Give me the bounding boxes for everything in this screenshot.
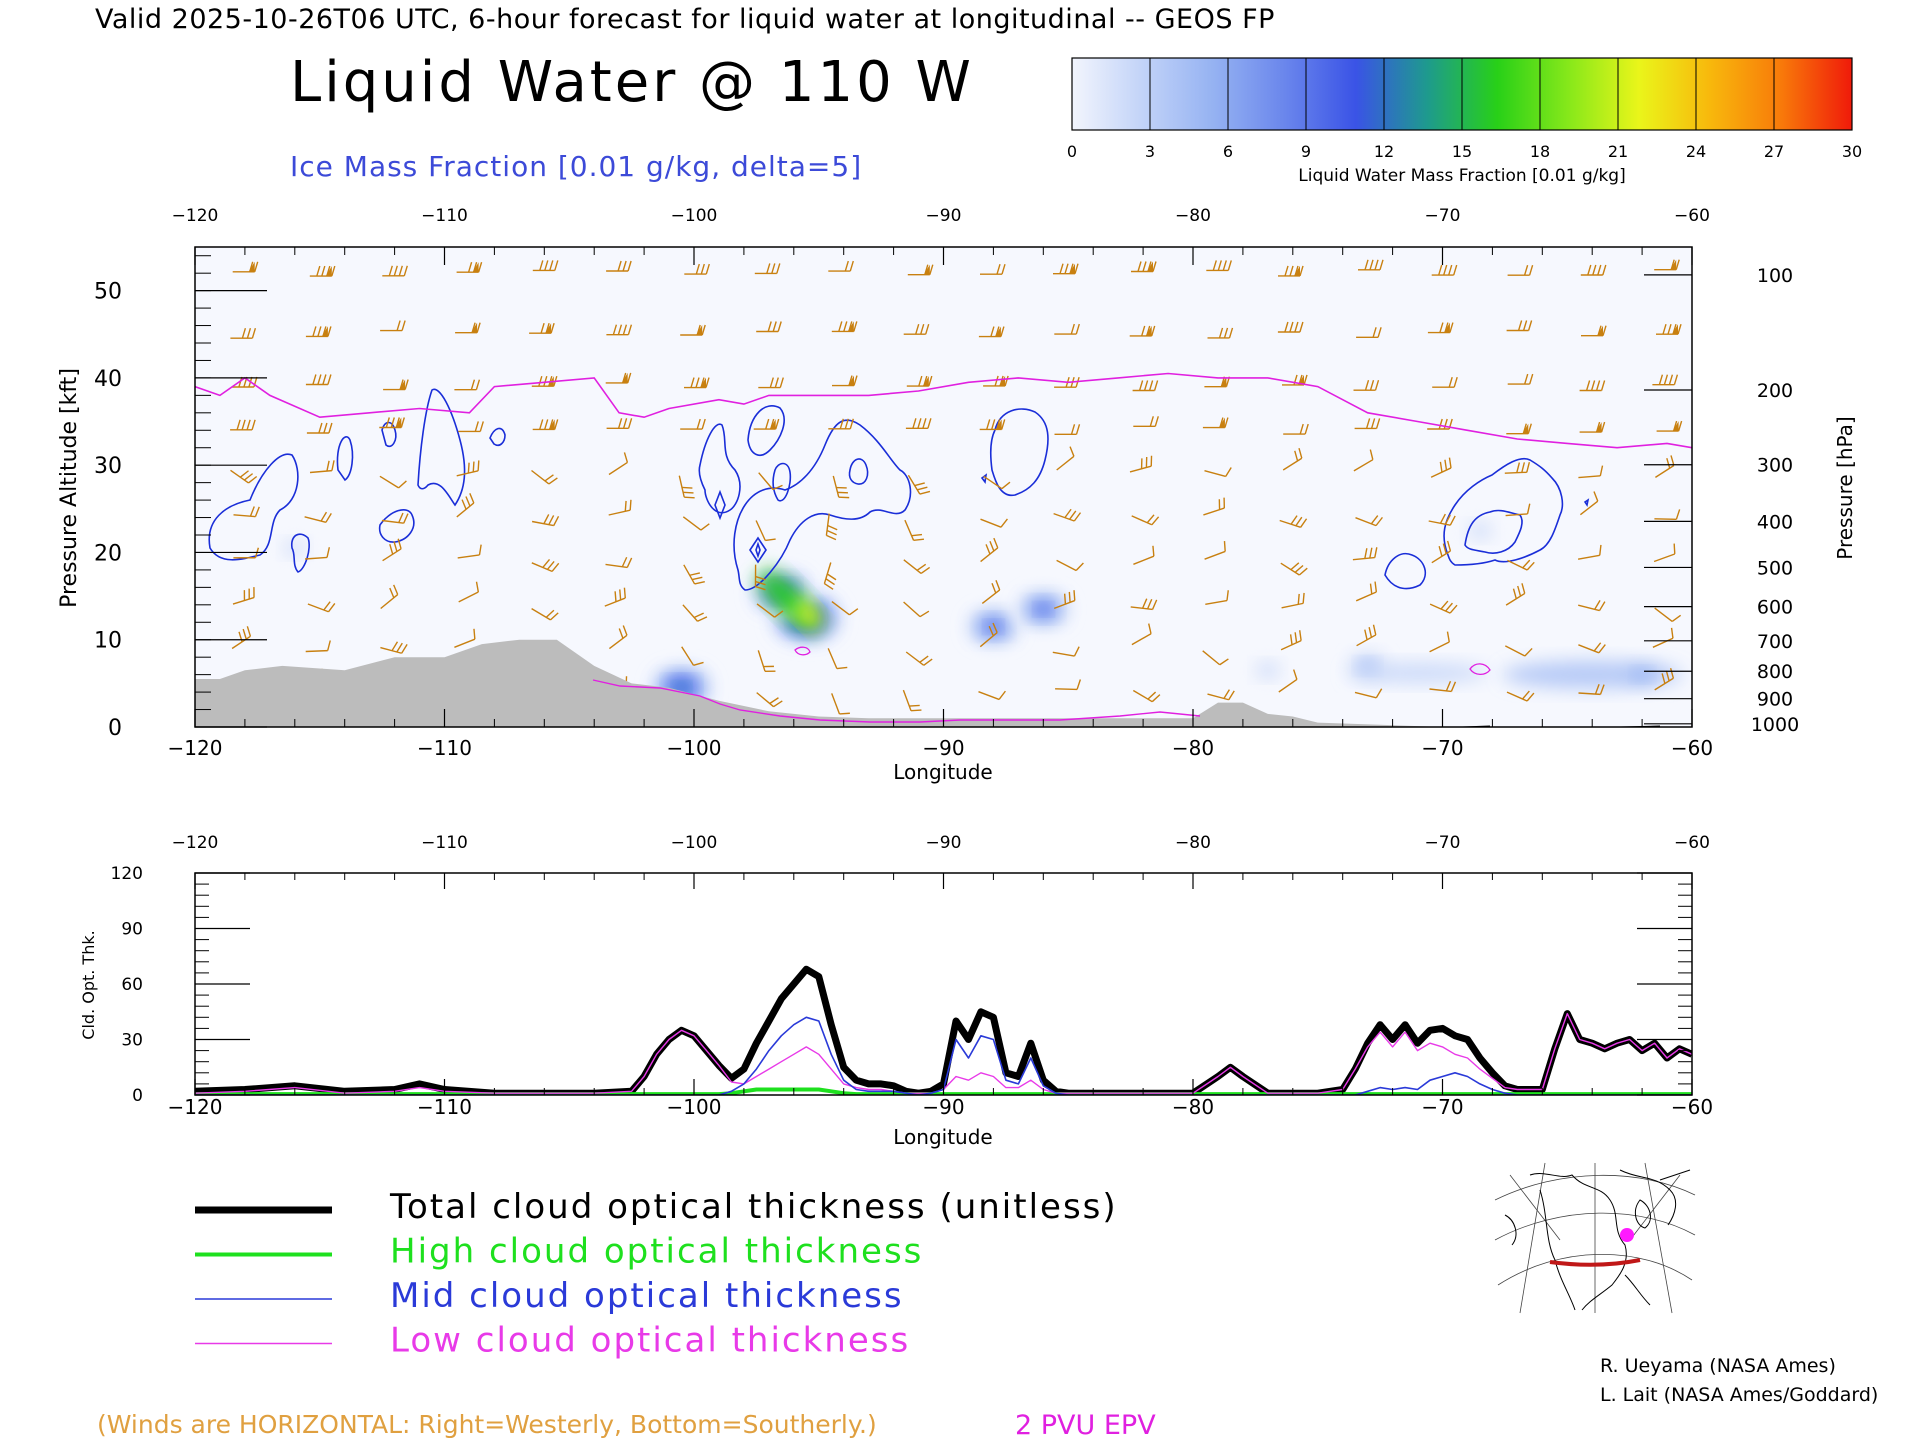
colorbar-tick-label: 27 xyxy=(1764,142,1784,161)
x-tick-label: −60 xyxy=(1671,736,1713,760)
credit-author-1: R. Ueyama (NASA Ames) xyxy=(1600,1355,1836,1377)
cross-section-right-axis-label: Pressure [hPa] xyxy=(1833,416,1857,559)
top-x-tick-label: −80 xyxy=(1175,833,1211,853)
top-x-tick-label: −120 xyxy=(172,206,219,226)
x-tick-label: −110 xyxy=(417,736,472,760)
wind-barb-shaft xyxy=(306,651,328,652)
liquid-water-band xyxy=(1502,661,1682,689)
wind-barb-shaft xyxy=(1505,472,1527,473)
colorbar-tick-label: 12 xyxy=(1374,142,1394,161)
top-x-tick-label: −110 xyxy=(421,206,468,226)
y-tick-label: 0 xyxy=(132,1086,143,1106)
liquid-water-blob xyxy=(285,541,304,555)
pressure-tick-label: 300 xyxy=(1757,455,1793,477)
legend-label: High cloud optical thickness xyxy=(390,1232,923,1272)
y-tick-label: 30 xyxy=(94,454,122,479)
optical-thickness-axis-labels: −120 −120 −110 −110 −100 −100 −90 −90 −80 −80 −70 −… xyxy=(111,833,1714,1119)
cross-section-left-axis-label: Pressure Altitude [kft] xyxy=(57,368,82,608)
optical-thickness-series xyxy=(195,969,1692,1093)
top-x-tick-label: −70 xyxy=(1425,206,1461,226)
x-tick-label: −100 xyxy=(667,736,722,760)
cross-section-panel: −120 −120 −110 −110 −100 −100 −90 −90 −80 −80 −70 −… xyxy=(57,206,1857,784)
x-tick-label: −60 xyxy=(1671,1095,1713,1119)
optical-thickness-ticks xyxy=(195,873,1692,1095)
x-tick-label: −110 xyxy=(417,1095,472,1119)
colorbar-tick-label: 6 xyxy=(1223,142,1233,161)
legend-label: Total cloud optical thickness (unitless) xyxy=(389,1187,1118,1227)
wind-barb-shaft xyxy=(1654,519,1676,520)
pressure-tick-label: 900 xyxy=(1757,689,1793,711)
top-x-tick-label: −80 xyxy=(1175,206,1211,226)
optical-thickness-panel: −120 −120 −110 −110 −100 −100 −90 −90 −80 −80 −70 −… xyxy=(79,833,1713,1149)
legend: Total cloud optical thickness (unitless)… xyxy=(195,1187,1118,1361)
top-x-tick-label: −60 xyxy=(1674,206,1710,226)
pressure-tick-label: 400 xyxy=(1757,511,1793,533)
optical-thickness-y-axis-label: Cld. Opt. Thk. xyxy=(79,930,98,1039)
cross-section-x-axis-label: Longitude xyxy=(893,760,992,784)
pressure-tick-label: 1000 xyxy=(1751,714,1799,736)
colorbar-tick-label: 0 xyxy=(1067,142,1077,161)
location-marker xyxy=(1620,1228,1634,1242)
pressure-tick-label: 800 xyxy=(1757,661,1793,683)
pressure-tick-label: 500 xyxy=(1757,557,1793,579)
liquid-water-blob xyxy=(1258,663,1279,678)
top-x-tick-label: −70 xyxy=(1425,833,1461,853)
x-tick-label: −90 xyxy=(922,1095,964,1119)
x-tick-label: −100 xyxy=(667,1095,722,1119)
y-tick-label: 120 xyxy=(111,864,143,884)
y-tick-label: 50 xyxy=(94,280,122,305)
optical-thickness-x-axis-label: Longitude xyxy=(893,1125,992,1149)
y-tick-label: 0 xyxy=(108,716,122,741)
optical-thickness-curves xyxy=(195,969,1692,1095)
colorbar-tick-label: 3 xyxy=(1145,142,1155,161)
top-x-tick-label: −100 xyxy=(671,206,718,226)
colorbar-tick-label: 18 xyxy=(1530,142,1550,161)
liquid-water-blob xyxy=(1470,523,1491,538)
y-tick-label: 60 xyxy=(121,975,143,995)
y-tick-label: 20 xyxy=(94,541,122,566)
optical-thickness-frame xyxy=(195,873,1692,1095)
x-tick-label: −90 xyxy=(922,736,964,760)
y-tick-label: 10 xyxy=(94,629,122,654)
wind-barb-shaft xyxy=(1055,689,1077,690)
y-tick-label: 30 xyxy=(121,1031,143,1051)
x-tick-label: −70 xyxy=(1421,1095,1463,1119)
colorbar: 0 3 6 9 12 15 18 21 24 27 30 Liquid Water Mass Frac… xyxy=(1067,58,1862,186)
x-tick-label: −80 xyxy=(1172,1095,1214,1119)
top-x-tick-label: −60 xyxy=(1674,833,1710,853)
x-tick-label: −120 xyxy=(168,1095,223,1119)
pressure-tick-label: 200 xyxy=(1757,380,1793,402)
legend-label: Mid cloud optical thickness xyxy=(390,1276,904,1316)
liquid-water-blob xyxy=(1037,605,1049,613)
colorbar-tick-label: 15 xyxy=(1452,142,1472,161)
pressure-tick-label: 700 xyxy=(1757,631,1793,653)
x-tick-label: −80 xyxy=(1172,736,1214,760)
colorbar-label: Liquid Water Mass Fraction [0.01 g/kg] xyxy=(1298,166,1625,186)
pressure-tick-label: 100 xyxy=(1757,265,1793,287)
epv-label: 2 PVU EPV xyxy=(1015,1410,1156,1441)
legend-label: Low cloud optical thickness xyxy=(390,1321,910,1361)
x-tick-label: −120 xyxy=(168,736,223,760)
top-x-tick-label: −120 xyxy=(172,833,219,853)
colorbar-tick-label: 30 xyxy=(1842,142,1862,161)
top-x-tick-label: −90 xyxy=(926,833,962,853)
top-x-tick-label: −110 xyxy=(421,833,468,853)
liquid-water-band xyxy=(1348,663,1488,683)
top-x-tick-label: −100 xyxy=(671,833,718,853)
y-tick-label: 90 xyxy=(121,920,143,940)
top-x-tick-label: −90 xyxy=(926,206,962,226)
colorbar-tick-label: 24 xyxy=(1686,142,1706,161)
colorbar-tick-label: 21 xyxy=(1608,142,1628,161)
winds-note: (Winds are HORIZONTAL: Right=Westerly, B… xyxy=(97,1410,877,1439)
locator-map xyxy=(1495,1163,1695,1313)
credit-author-2: L. Lait (NASA Ames/Goddard) xyxy=(1600,1384,1878,1406)
pressure-tick-label: 600 xyxy=(1757,597,1793,619)
colorbar-tick-label: 9 xyxy=(1301,142,1311,161)
y-tick-label: 40 xyxy=(94,367,122,392)
x-tick-label: −70 xyxy=(1421,736,1463,760)
